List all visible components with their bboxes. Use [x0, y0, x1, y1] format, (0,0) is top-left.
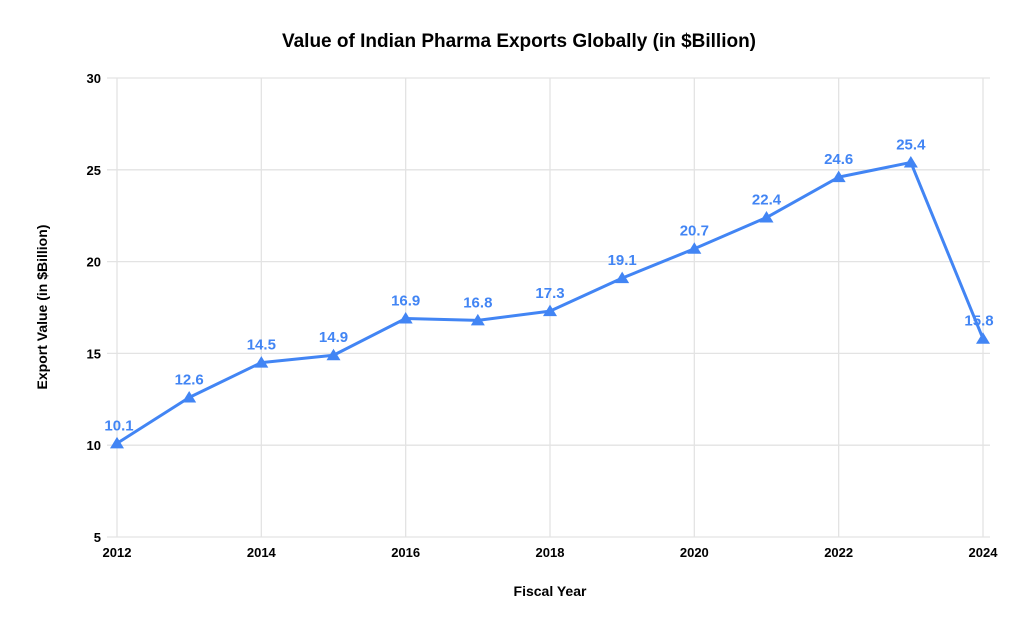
data-point-marker: [615, 271, 630, 284]
data-point-marker: [110, 436, 124, 449]
data-point-label: 16.9: [391, 293, 420, 310]
x-axis-title: Fiscal Year: [513, 583, 587, 599]
data-point-marker: [326, 348, 341, 361]
data-point-marker: [976, 332, 990, 344]
data-point-marker: [687, 242, 702, 254]
y-tick-label: 30: [87, 71, 101, 86]
x-tick-label: 2018: [536, 545, 565, 560]
x-tick-label: 2012: [103, 545, 132, 560]
data-point-marker: [831, 170, 846, 183]
x-tick-label: 2022: [824, 545, 853, 560]
y-tick-label: 10: [87, 438, 101, 453]
data-point-label: 25.4: [896, 136, 926, 153]
data-point-label: 24.6: [824, 151, 853, 168]
data-point-label: 15.8: [964, 313, 993, 330]
data-point-label: 16.8: [463, 294, 492, 311]
data-point-marker: [470, 313, 485, 326]
x-tick-label: 2014: [247, 545, 277, 560]
data-point-label: 22.4: [752, 192, 782, 209]
y-tick-label: 5: [94, 530, 101, 545]
data-point-label: 20.7: [680, 223, 709, 240]
data-point-marker: [543, 304, 557, 317]
data-point-label: 12.6: [175, 371, 204, 388]
data-point-marker: [254, 356, 269, 368]
x-tick-label: 2024: [969, 545, 999, 560]
data-point-marker: [759, 211, 774, 223]
data-point-label: 10.1: [104, 417, 133, 434]
data-point-marker: [398, 312, 413, 324]
data-point-label: 14.5: [247, 337, 276, 354]
data-point-marker: [182, 390, 197, 403]
y-tick-label: 15: [87, 346, 101, 361]
x-tick-label: 2016: [391, 545, 420, 560]
y-tick-label: 20: [87, 255, 101, 270]
data-point-marker: [903, 155, 918, 168]
x-tick-label: 2020: [680, 545, 709, 560]
data-point-label: 19.1: [608, 252, 637, 269]
data-point-label: 17.3: [535, 285, 564, 302]
data-point-label: 14.9: [319, 329, 348, 346]
y-tick-label: 25: [87, 163, 101, 178]
chart-title: Value of Indian Pharma Exports Globally …: [281, 31, 757, 52]
